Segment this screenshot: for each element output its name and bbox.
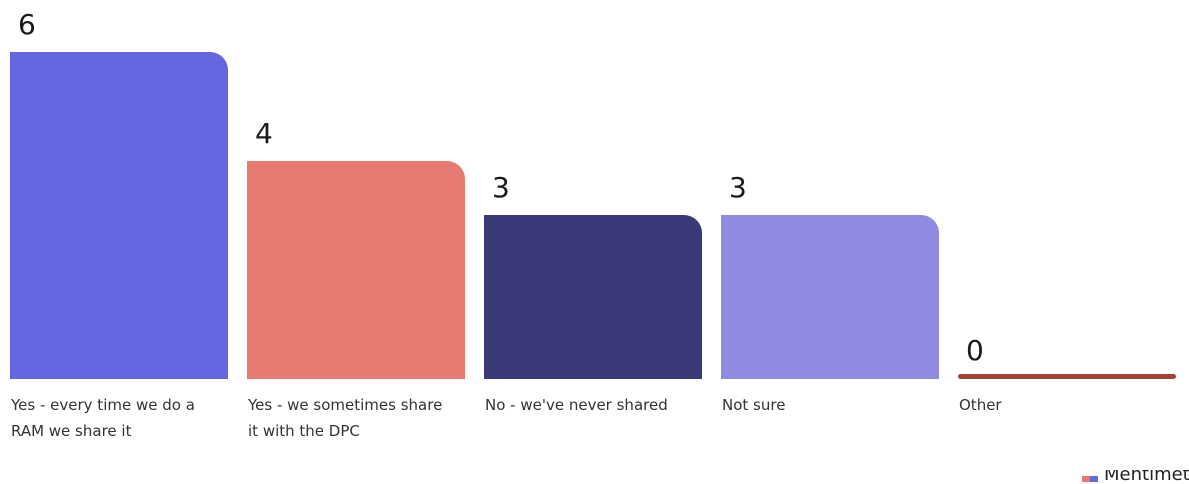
category-label: Not sure: [722, 392, 950, 418]
category-label-line: Yes - every time we do a: [11, 396, 195, 414]
category-label: Yes - we sometimes share it with the DPC: [248, 392, 476, 444]
category-label-line: Other: [959, 396, 1002, 414]
mentimeter-logo-icon: [1082, 476, 1098, 482]
value-label: 4: [255, 117, 273, 150]
category-label-line: RAM we share it: [11, 422, 132, 440]
category-label: Yes - every time we do a RAM we share it: [11, 392, 239, 444]
bar: [484, 215, 702, 379]
bar: [10, 52, 228, 379]
category-label-line: Yes - we sometimes share: [248, 396, 443, 414]
value-label: 3: [729, 171, 747, 204]
category-label-line: No - we've never shared: [485, 396, 668, 414]
category-label-line: it with the DPC: [248, 422, 360, 440]
value-label: 3: [492, 171, 510, 204]
bar: [247, 161, 465, 379]
mentimeter-logo: Mentimeter: [1082, 470, 1189, 484]
zero-bar: [958, 374, 1176, 379]
category-label-line: Not sure: [722, 396, 786, 414]
category-label: No - we've never shared: [485, 392, 713, 418]
bar: [721, 215, 939, 379]
value-label: 0: [966, 334, 984, 367]
category-label: Other: [959, 392, 1187, 418]
value-label: 6: [18, 8, 36, 41]
mentimeter-logo-text: Mentimeter: [1104, 470, 1189, 484]
